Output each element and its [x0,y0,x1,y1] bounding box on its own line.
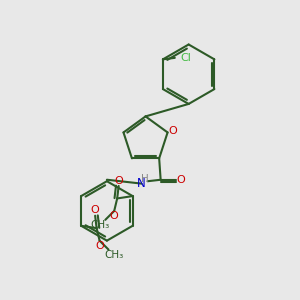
Text: O: O [169,126,177,136]
Text: H: H [141,175,148,184]
Text: O: O [91,205,100,215]
Text: Cl: Cl [181,53,192,63]
Text: O: O [110,211,118,221]
Text: O: O [95,241,104,251]
Text: CH₃: CH₃ [91,220,110,230]
Text: CH₃: CH₃ [104,250,123,260]
Text: O: O [176,175,185,185]
Text: N: N [137,177,146,190]
Text: O: O [114,176,123,186]
